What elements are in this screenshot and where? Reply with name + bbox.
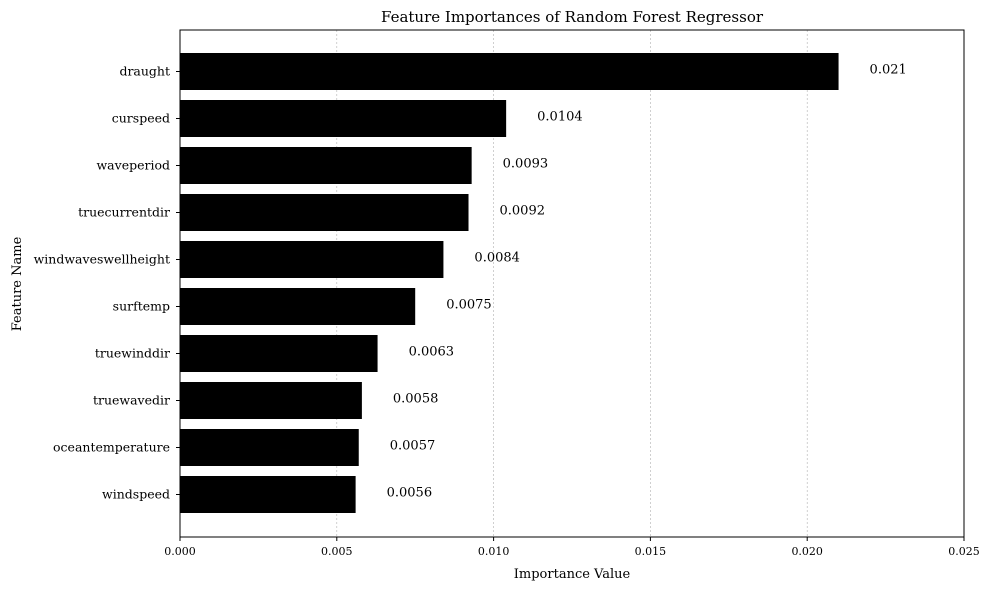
bar-value-label: 0.0063 [409, 345, 455, 360]
bar-value-label: 0.0058 [393, 392, 439, 407]
x-tick-label: 0.000 [164, 545, 196, 558]
y-tick-label: truewavedir [93, 393, 170, 408]
bar-value-label: 0.0056 [387, 486, 433, 501]
plot-frame [179, 29, 965, 538]
x-tick-label: 0.005 [321, 545, 353, 558]
data-labels: 0.021 0.0104 0.0093 0.0092 0.0084 0.0075 0.006… [387, 63, 907, 501]
bar [180, 288, 416, 325]
y-tick-label: oceantemperature [53, 440, 170, 455]
bar [180, 476, 356, 513]
bar [180, 194, 469, 231]
x-tick-label: 0.025 [948, 545, 980, 558]
x-tick-label: 0.020 [791, 545, 823, 558]
bar-value-label: 0.0075 [446, 298, 492, 313]
chart-title: Feature Importances of Random Forest Reg… [381, 8, 764, 26]
y-tick-label: windspeed [102, 487, 170, 502]
bar-value-label: 0.021 [870, 63, 907, 78]
bar-value-label: 0.0084 [474, 251, 520, 266]
y-tick-label: truewinddir [95, 346, 170, 361]
bar-value-label: 0.0057 [390, 439, 436, 454]
y-tick-label: draught [119, 64, 170, 79]
x-axis-ticks: 0.000 0.005 0.010 0.015 0.020 0.025 [164, 537, 980, 558]
bar [180, 147, 472, 184]
bar [180, 100, 507, 137]
y-tick-label: surftemp [113, 299, 170, 314]
bar [180, 382, 362, 419]
bar [180, 53, 839, 90]
x-tick-label: 0.015 [635, 545, 667, 558]
y-tick-label: curspeed [112, 111, 170, 126]
bar-value-label: 0.0104 [537, 110, 583, 125]
bar [180, 335, 378, 372]
y-axis-categories: draught curspeed waveperiod truecurrentdir w… [34, 64, 180, 502]
y-axis-label: Feature Name [10, 236, 25, 331]
bars [180, 53, 839, 513]
y-tick-label: waveperiod [96, 158, 170, 173]
bar-value-label: 0.0092 [500, 204, 545, 219]
y-tick-label: truecurrentdir [78, 205, 170, 220]
bar [180, 429, 359, 466]
bar-value-label: 0.0093 [503, 157, 549, 172]
y-tick-label: windwaveswellheight [34, 252, 170, 267]
x-tick-label: 0.010 [478, 545, 510, 558]
x-axis-label: Importance Value [514, 567, 631, 582]
bar [180, 241, 444, 278]
